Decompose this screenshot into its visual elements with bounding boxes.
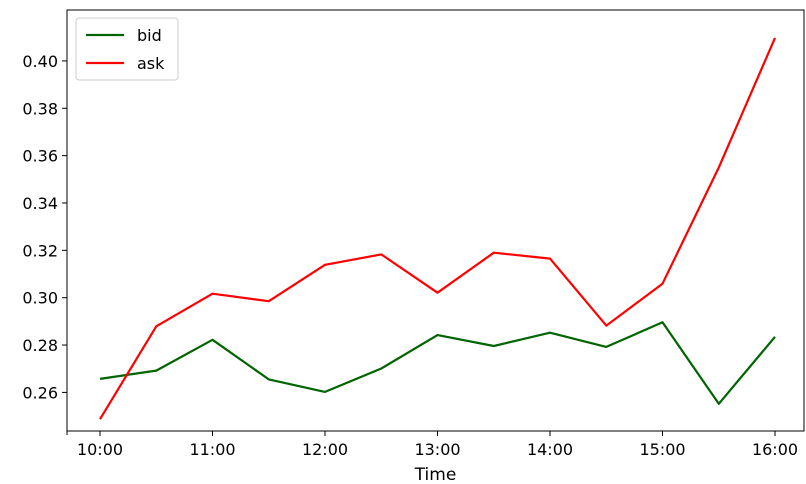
- x-axis-title: Time: [414, 465, 457, 484]
- y-tick-label: 0.28: [22, 336, 58, 355]
- x-tick-label: 16:00: [752, 440, 798, 459]
- series-line-ask: [99, 37, 777, 420]
- y-tick-label: 0.34: [22, 194, 58, 213]
- plot-frame: [66, 9, 805, 432]
- legend-box: [75, 17, 179, 81]
- x-tick-label: 12:00: [302, 440, 348, 459]
- x-tick-label: 13:00: [414, 440, 460, 459]
- legend: bid ask: [75, 17, 179, 81]
- axes: 10:00 11:00 12:00 13:00 14:00 15:00 16:00 0.26 0…: [22, 9, 805, 484]
- legend-label-ask: ask: [137, 54, 165, 73]
- y-tick-label: 0.38: [22, 99, 58, 118]
- y-tick-label: 0.26: [22, 383, 58, 402]
- y-tick-label: 0.30: [22, 289, 58, 308]
- series-line-bid: [99, 321, 776, 405]
- legend-label-bid: bid: [137, 26, 162, 45]
- x-tick-label: 10:00: [77, 440, 123, 459]
- plot-lines: [99, 37, 777, 420]
- x-tick-label: 15:00: [639, 440, 685, 459]
- y-tick-label: 0.36: [22, 147, 58, 166]
- x-tick-label: 14:00: [527, 440, 573, 459]
- y-tick-label: 0.32: [22, 241, 58, 260]
- x-tick-label: 11:00: [189, 440, 235, 459]
- y-tick-label: 0.40: [22, 52, 58, 71]
